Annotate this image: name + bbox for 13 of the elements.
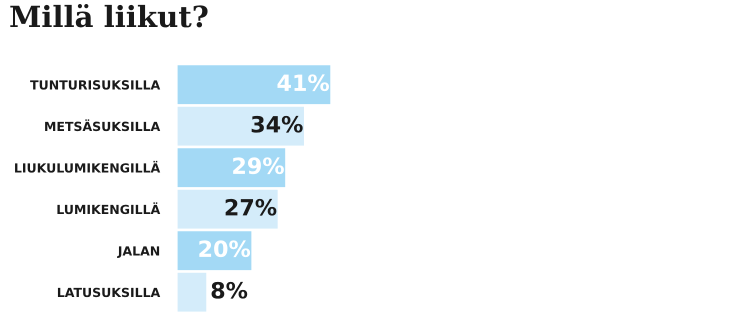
y-tick-label: TUNTURISUKSILLA (30, 80, 160, 90)
y-tick-label: JALAN (117, 246, 160, 258)
data-label: 41% (278, 74, 329, 92)
chart-title: Millä liikut? (10, 4, 208, 28)
data-label: 29% (233, 157, 284, 174)
data-label: 27% (226, 198, 276, 216)
data-label: 34% (252, 116, 303, 133)
y-tick-label: LUMIKENGILLÄ (57, 202, 160, 214)
data-label: 20% (199, 240, 250, 258)
y-tick-label: LIUKULUMIKENGILLÄ (15, 160, 160, 173)
data-label: 8% (212, 282, 248, 299)
y-tick-label: LATUSUKSILLA (58, 288, 160, 298)
y-tick-label: METSÄSUKSILLA (45, 119, 160, 132)
